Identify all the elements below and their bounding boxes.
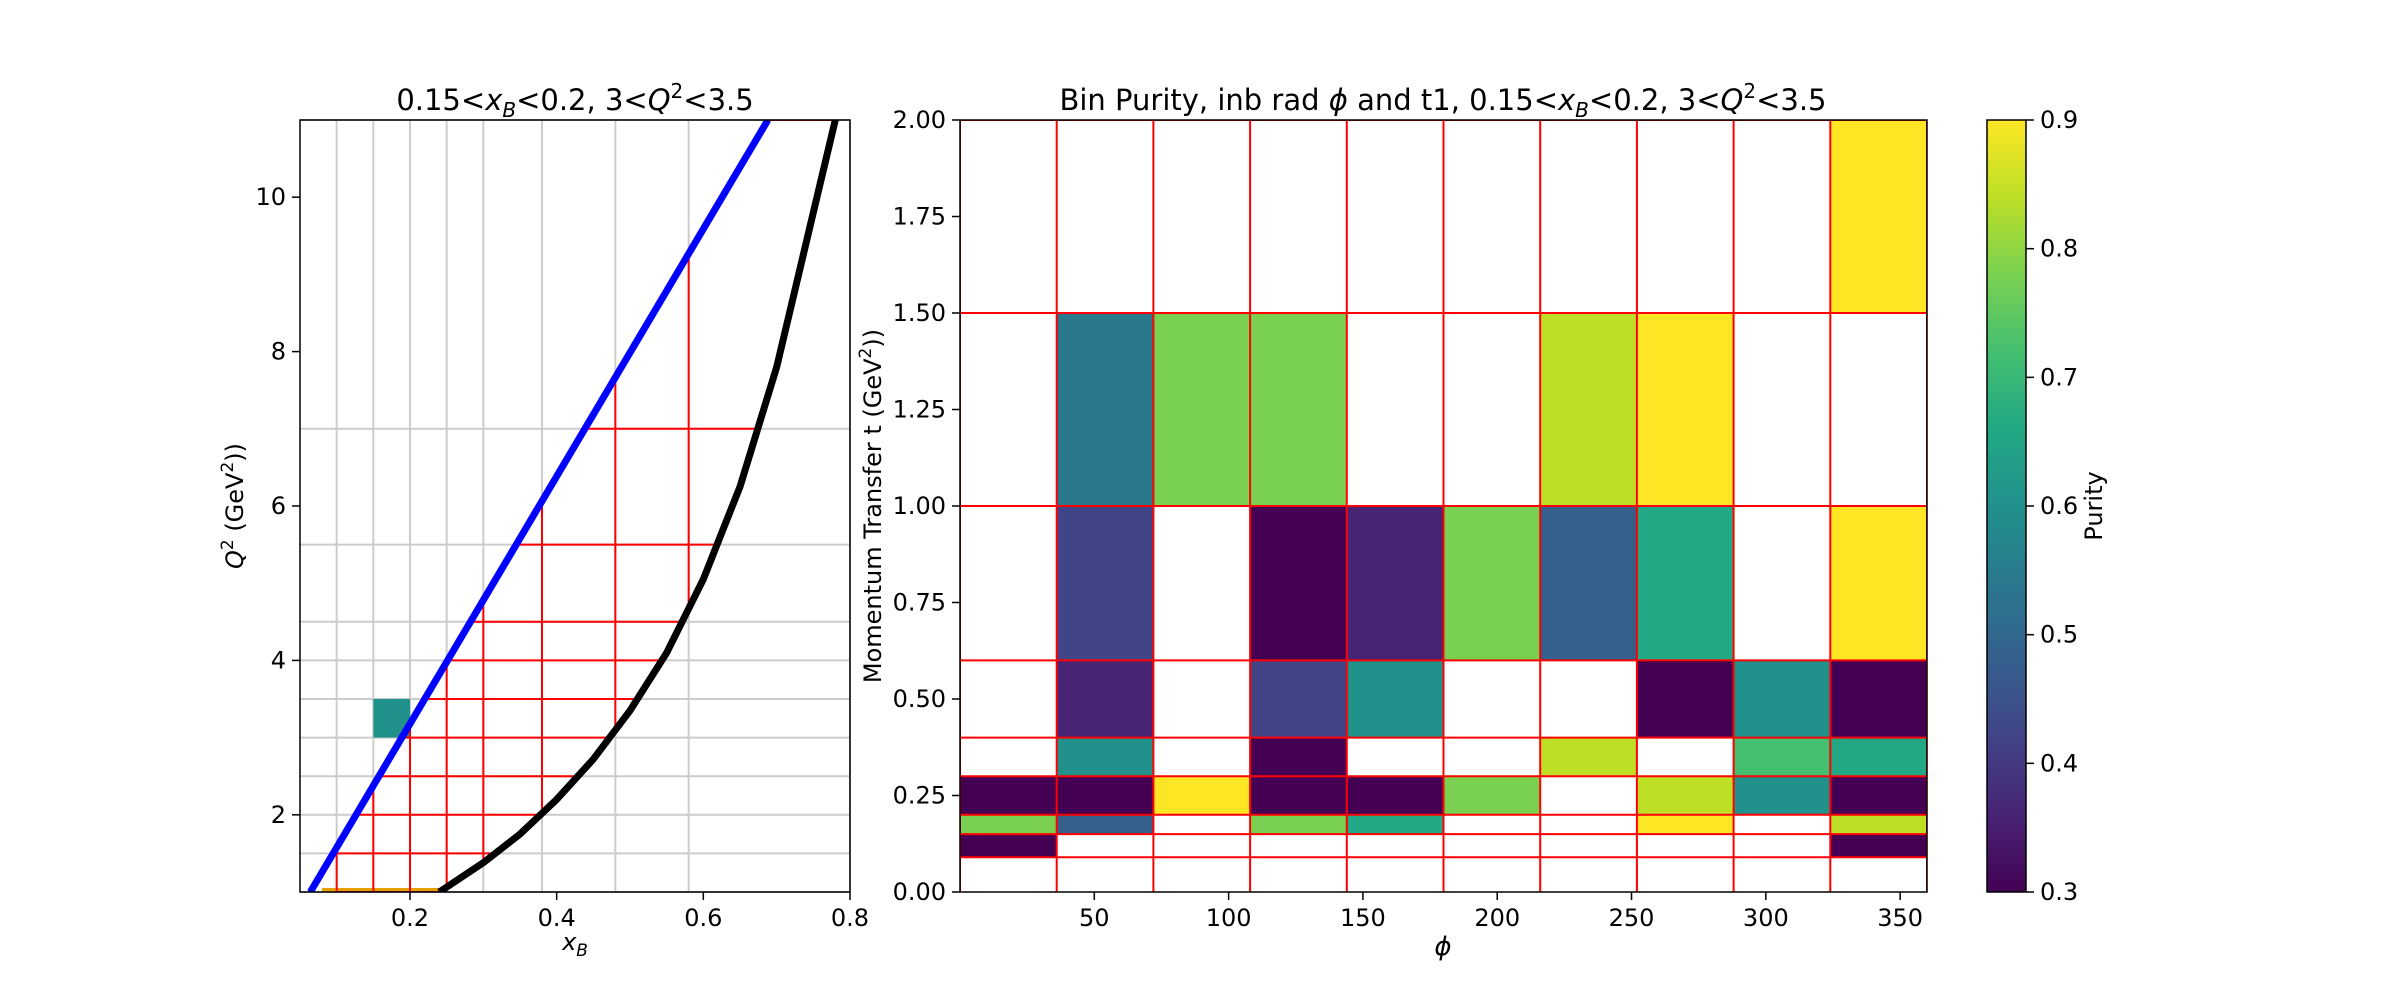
purity-cell <box>1830 506 1927 661</box>
colorbar-tick-label: 0.9 <box>2040 106 2078 134</box>
purity-cell <box>1830 814 1927 835</box>
purity-cell <box>1733 737 1831 777</box>
purity-cell <box>1830 120 1927 313</box>
left-xtick-label: 0.4 <box>538 904 576 932</box>
colorbar-tick-label: 0.4 <box>2040 749 2078 777</box>
purity-cell <box>1250 660 1347 738</box>
purity-cell <box>1346 506 1444 661</box>
right-title: Bin Purity, inb rad ϕ and t1, 0.15<xB<0.… <box>1059 79 1826 122</box>
right-xtick-label: 150 <box>1340 904 1386 932</box>
purity-cell <box>1056 737 1154 777</box>
right-xtick-label: 300 <box>1743 904 1789 932</box>
purity-cell <box>960 814 1057 835</box>
purity-cell <box>1056 776 1154 815</box>
purity-cell <box>1056 660 1154 738</box>
left-ytick-label: 8 <box>271 338 286 366</box>
colorbar-tick-label: 0.5 <box>2040 621 2078 649</box>
left-ylabel: Q2 (GeV2)) <box>218 443 249 569</box>
left-base-strip <box>322 888 447 892</box>
purity-cell <box>1250 737 1347 777</box>
purity-cell <box>1830 660 1927 738</box>
purity-cell <box>1636 814 1734 835</box>
left-xtick-label: 0.6 <box>684 904 722 932</box>
purity-cell <box>1636 506 1734 661</box>
right-ticks: 50 100 150 200 250 300 350 0.00 0.25 0.50 0.75 1.00… <box>893 106 1923 932</box>
purity-panel: 50 100 150 200 250 300 350 0.00 0.25 0.50 0.75 1.00… <box>856 79 1928 962</box>
right-ytick-label: 2.00 <box>893 106 946 134</box>
right-ytick-label: 1.50 <box>893 299 946 327</box>
purity-cell <box>1250 506 1347 661</box>
purity-cell <box>1443 506 1541 661</box>
right-ytick-label: 1.75 <box>893 203 946 231</box>
lower-boundary-curve <box>437 120 839 892</box>
colorbar-tick-label: 0.7 <box>2040 363 2078 391</box>
left-title: 0.15<xB<0.2, 3<Q2<3.5 <box>396 79 753 122</box>
right-xtick-label: 50 <box>1079 904 1110 932</box>
right-ylabel: Momentum Transfer t (GeV2)) <box>856 329 887 683</box>
right-ytick-label: 0.00 <box>893 878 946 906</box>
left-xtick-label: 0.2 <box>391 904 429 932</box>
upper-boundary-line <box>307 120 771 892</box>
purity-cell <box>1250 313 1347 506</box>
purity-cell <box>1830 834 1927 858</box>
purity-bin-edges <box>960 120 1927 892</box>
purity-cell <box>1733 776 1831 815</box>
purity-cell <box>1443 776 1541 815</box>
left-ticks: 0.2 0.4 0.6 0.8 2 4 6 8 10 <box>255 183 869 932</box>
colorbar-label: Purity <box>2080 471 2108 540</box>
purity-cell <box>1540 506 1637 661</box>
purity-cell <box>1250 776 1347 815</box>
purity-cell <box>1346 814 1444 835</box>
purity-cell <box>960 834 1057 858</box>
left-ytick-label: 2 <box>271 801 286 829</box>
purity-cell <box>1056 506 1154 661</box>
purity-cell <box>1636 776 1734 815</box>
right-ytick-label: 0.50 <box>893 685 946 713</box>
purity-cell <box>960 776 1057 815</box>
purity-cell <box>1636 660 1734 738</box>
kinematic-panel: 0.2 0.4 0.6 0.8 2 4 6 8 10 0.15<xB<0.2, 3<Q2<3.5… <box>218 79 869 961</box>
purity-cell <box>1636 313 1734 506</box>
colorbar-ticks: 0.3 0.4 0.5 0.6 0.7 0.8 0.9 <box>2026 106 2078 906</box>
colorbar-tick-label: 0.3 <box>2040 878 2078 906</box>
right-ytick-label: 1.00 <box>893 492 946 520</box>
right-xtick-label: 350 <box>1877 904 1923 932</box>
right-ytick-label: 0.75 <box>893 589 946 617</box>
left-bin-grid <box>322 120 836 892</box>
purity-cell <box>1153 313 1251 506</box>
right-xtick-label: 100 <box>1206 904 1252 932</box>
right-xtick-label: 200 <box>1474 904 1520 932</box>
right-ytick-label: 1.25 <box>893 396 946 424</box>
right-xlabel: ϕ <box>1434 932 1451 962</box>
left-xtick-label: 0.8 <box>831 904 869 932</box>
colorbar-tick-label: 0.8 <box>2040 235 2078 263</box>
right-ytick-label: 0.25 <box>893 782 946 810</box>
left-ytick-label: 4 <box>271 646 286 674</box>
purity-cell <box>1830 737 1927 777</box>
left-ytick-label: 6 <box>271 492 286 520</box>
purity-cell <box>1056 814 1154 835</box>
purity-cell <box>1153 776 1251 815</box>
purity-cell <box>1346 660 1444 738</box>
purity-cell <box>1056 313 1154 506</box>
purity-cell <box>1250 814 1347 835</box>
colorbar: 0.3 0.4 0.5 0.6 0.7 0.8 0.9 Purity <box>1986 106 2108 906</box>
purity-cell <box>1733 660 1831 738</box>
purity-cell <box>1830 776 1927 815</box>
left-boundary-lines <box>307 120 839 892</box>
colorbar-gradient <box>1986 119 2027 893</box>
left-ytick-label: 10 <box>255 183 286 211</box>
left-xlabel: xB <box>561 928 588 961</box>
purity-cell <box>1540 737 1637 777</box>
purity-cell <box>1346 776 1444 815</box>
colorbar-tick-label: 0.6 <box>2040 492 2078 520</box>
purity-cells <box>960 120 1927 858</box>
right-xtick-label: 250 <box>1609 904 1655 932</box>
purity-cell <box>1540 313 1637 506</box>
